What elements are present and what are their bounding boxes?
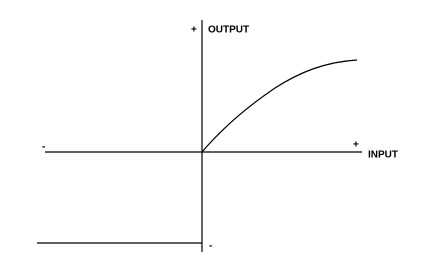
transfer-curve xyxy=(201,59,358,153)
output-plus: + xyxy=(191,25,197,36)
output-minus: - xyxy=(209,241,212,252)
output-label: OUTPUT xyxy=(208,25,249,36)
input-minus: - xyxy=(42,142,45,153)
input-label: INPUT xyxy=(368,150,398,161)
input-plus: + xyxy=(353,140,359,151)
